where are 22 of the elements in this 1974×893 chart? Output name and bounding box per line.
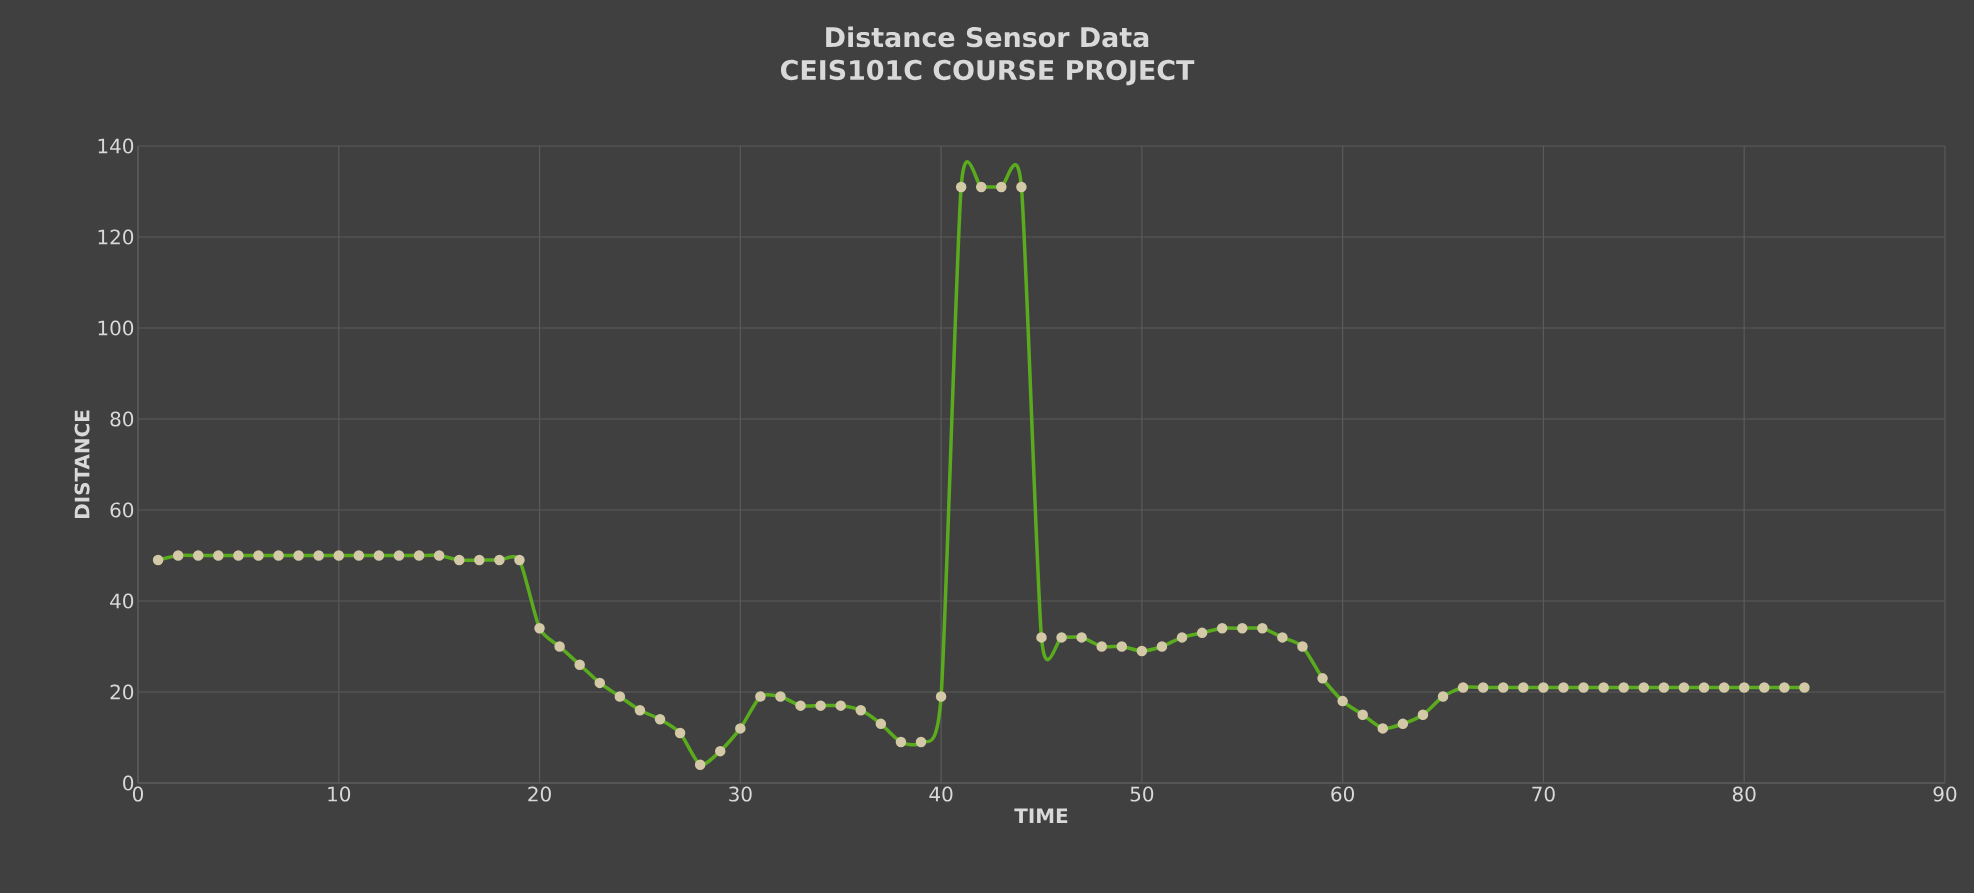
- x-tick-label: 40: [929, 786, 953, 802]
- x-tick-label: 90: [1933, 786, 1957, 802]
- x-tick-label: 80: [1732, 786, 1756, 802]
- x-tick-label: 60: [1331, 786, 1354, 802]
- y-tick-label: 60: [110, 502, 134, 518]
- y-tick-label: 40: [110, 593, 134, 609]
- y-tick-label: 120: [98, 229, 134, 245]
- y-axis-title: DISTANCE: [74, 410, 90, 519]
- y-tick-label: 80: [110, 411, 134, 427]
- x-tick-label: 30: [729, 786, 752, 802]
- chart-title: Distance Sensor Data: [826, 26, 1149, 48]
- chart-subtitle: CEIS101C COURSE PROJECT: [780, 59, 1195, 86]
- y-tick-label: 20: [110, 684, 134, 700]
- y-tick-label: 140: [98, 138, 134, 154]
- y-tick-label: 100: [98, 320, 134, 336]
- x-axis-title: TIME: [1014, 808, 1068, 823]
- x-tick-label: 50: [1130, 786, 1154, 802]
- x-tick-label: 20: [528, 786, 551, 802]
- y-tick-label: 0: [123, 775, 134, 791]
- x-tick-label: 70: [1532, 786, 1555, 802]
- x-tick-label: 10: [328, 786, 351, 802]
- x-tick-label: 0: [132, 786, 144, 802]
